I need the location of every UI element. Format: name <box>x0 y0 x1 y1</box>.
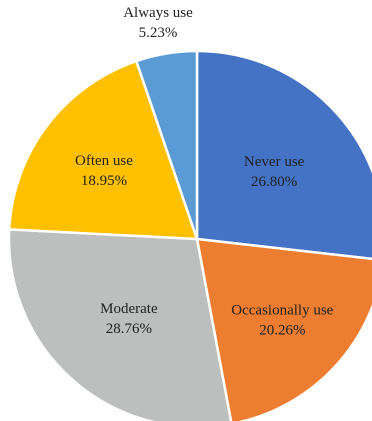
pie-slice-occasionally-use <box>195 237 372 421</box>
slice-label-never-use: Never use <box>244 154 305 170</box>
slice-label-moderate: Moderate <box>100 301 158 317</box>
slice-value-often-use: 18.95% <box>81 173 127 189</box>
pie-slices <box>7 49 372 421</box>
pie-slice-moderate <box>7 228 233 421</box>
slice-label-occasionally-use: Occasionally use <box>231 302 333 318</box>
slice-value-always-use: 5.23% <box>139 25 178 41</box>
slice-value-never-use: 26.80% <box>251 174 297 190</box>
pie-slice-never-use <box>195 49 372 261</box>
slice-label-often-use: Often use <box>75 153 133 169</box>
pie-slice-always-use <box>134 49 199 240</box>
pie-labels: Never use 26.80% Occasionally use 20.26% Mod… <box>75 5 334 338</box>
pie-slice-often-use <box>7 59 199 241</box>
slice-value-moderate: 28.76% <box>106 321 152 337</box>
slice-label-always-use: Always use <box>123 5 193 21</box>
slice-value-occasionally-use: 20.26% <box>259 322 305 338</box>
